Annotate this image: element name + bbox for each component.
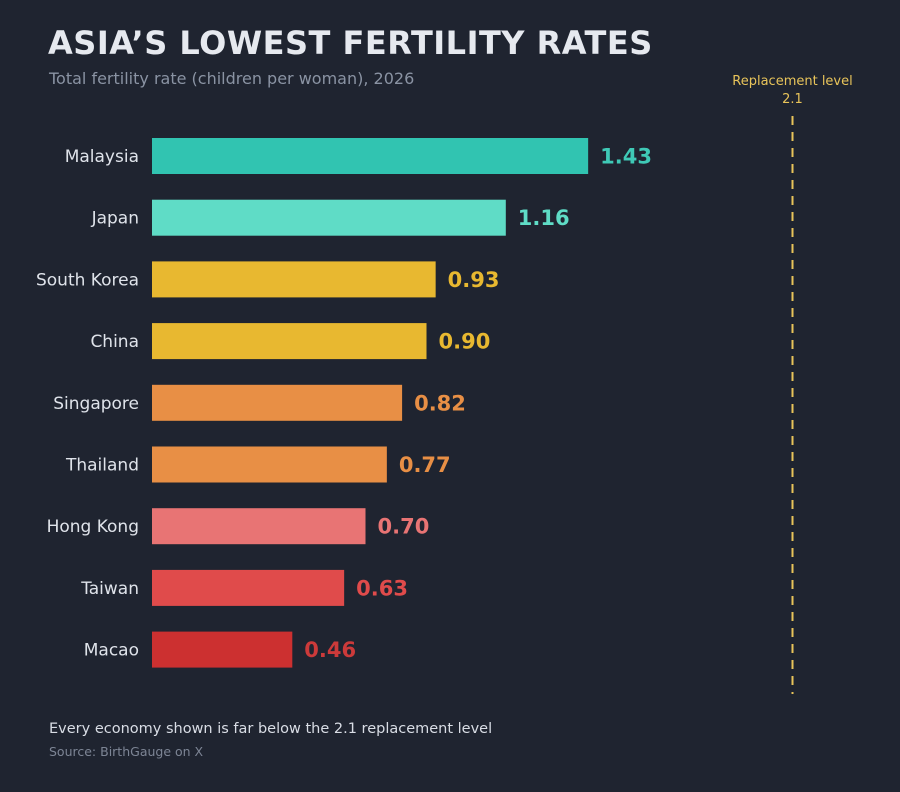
category-label: Macao <box>84 641 139 661</box>
footnote: Every economy shown is far below the 2.1… <box>49 721 493 737</box>
chart-subtitle: Total fertility rate (children per woman… <box>49 69 415 88</box>
bar-group: China 0.90 <box>90 323 491 360</box>
value-label: 1.43 <box>600 145 652 169</box>
bar <box>152 384 403 421</box>
bar-group: Taiwan 0.63 <box>80 569 408 606</box>
source-credit: Source: BirthGauge on X <box>49 744 204 759</box>
bars-layer: Malaysia 1.43 Japan 1.16 South Korea 0.93 Chin… <box>36 138 652 668</box>
value-label: 0.46 <box>304 638 356 662</box>
chart-title: ASIA’S LOWEST FERTILITY RATES <box>48 24 653 62</box>
bar-group: Thailand 0.77 <box>65 446 451 483</box>
bar <box>152 569 345 606</box>
bar <box>152 138 589 174</box>
value-label: 0.77 <box>399 453 451 477</box>
bar-group: South Korea 0.93 <box>36 261 500 298</box>
category-label: Thailand <box>65 456 139 476</box>
category-label: China <box>90 332 139 352</box>
bar <box>152 199 506 236</box>
category-label: South Korea <box>36 270 139 290</box>
bar <box>152 323 427 360</box>
bar-group: Malaysia 1.43 <box>65 138 652 174</box>
bar-group: Singapore 0.82 <box>53 384 466 421</box>
bar <box>152 261 436 298</box>
value-label: 0.90 <box>439 330 491 354</box>
category-label: Malaysia <box>65 147 139 167</box>
value-label: 0.70 <box>378 515 430 539</box>
value-label: 0.63 <box>356 576 408 600</box>
bar <box>152 631 293 668</box>
category-label: Singapore <box>53 394 139 414</box>
value-label: 0.82 <box>414 391 466 415</box>
bar <box>152 446 387 483</box>
replacement-level-label: Replacement level <box>732 74 852 89</box>
category-label: Japan <box>91 209 139 229</box>
bar <box>152 508 366 545</box>
bar-group: Japan 1.16 <box>91 199 570 236</box>
replacement-level-reference: Replacement level 2.1 <box>732 74 853 694</box>
value-label: 0.93 <box>448 268 500 292</box>
category-label: Taiwan <box>80 579 139 599</box>
bar-group: Macao 0.46 <box>84 631 356 668</box>
value-label: 1.16 <box>518 206 570 230</box>
replacement-level-value: 2.1 <box>782 92 803 107</box>
bar-group: Hong Kong 0.70 <box>47 508 430 545</box>
category-label: Hong Kong <box>47 517 139 537</box>
